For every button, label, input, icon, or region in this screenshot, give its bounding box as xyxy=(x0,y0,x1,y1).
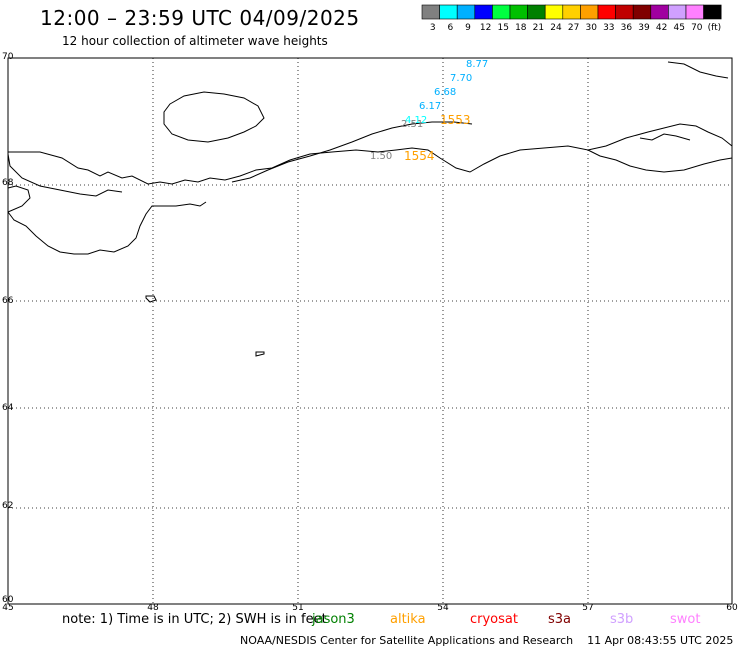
island-small-north xyxy=(667,61,729,79)
legend-label: 39 xyxy=(638,23,650,33)
island-dot-2 xyxy=(255,351,265,357)
island-vaygach xyxy=(639,133,691,141)
legend-label: 30 xyxy=(585,23,597,33)
coastline-east-bay xyxy=(587,149,733,173)
satellite-altika: altika xyxy=(390,612,426,627)
page-subtitle: 12 hour collection of altimeter wave hei… xyxy=(62,34,328,48)
legend-label: 6 xyxy=(448,23,454,33)
footer-note: note: 1) Time is in UTC; 2) SWH is in fe… xyxy=(62,612,327,627)
legend-label: 45 xyxy=(673,23,684,33)
credit-timestamp: 11 Apr 08:43:55 UTC 2025 xyxy=(587,634,734,647)
satellite-s3a: s3a xyxy=(548,612,572,627)
wave-height-label: 8.77 xyxy=(466,59,488,70)
color-legend: 3 6 9 12 15 18 21 24 27 30 33 36 39 42 45 70 (ft) xyxy=(421,4,722,33)
legend-label: 21 xyxy=(533,23,544,33)
legend-label: 18 xyxy=(515,23,527,33)
legend-label: 42 xyxy=(656,23,667,33)
coastline-north-shore xyxy=(231,121,473,183)
legend-label: 12 xyxy=(480,23,491,33)
lat-tick-label: 64 xyxy=(2,403,14,413)
footer-note-row: note: 1) Time is in UTC; 2) SWH is in fe… xyxy=(0,612,740,630)
lat-tick-label: 68 xyxy=(2,178,14,188)
legend-label: 24 xyxy=(550,23,562,33)
wave-height-label: 7.70 xyxy=(450,73,472,84)
map-frame xyxy=(7,57,733,605)
satellite-jason3: jason3 xyxy=(312,612,355,627)
legend-label: 15 xyxy=(497,23,508,33)
wave-height-label: 6.68 xyxy=(434,87,456,98)
wave-height-label: 4.12 xyxy=(405,115,427,126)
island-kolguev xyxy=(163,91,265,143)
page-title: 12:00 – 23:59 UTC 04/09/2025 xyxy=(40,6,360,30)
wave-height-label: 6.17 xyxy=(419,101,441,112)
coastline-kanin-peninsula xyxy=(7,153,123,197)
satellite-swot: swot xyxy=(670,612,701,627)
lat-tick-label: 66 xyxy=(2,296,14,306)
lon-tick-label: 48 xyxy=(147,603,159,613)
credit-text: NOAA/NESDIS Center for Satellite Applica… xyxy=(240,634,574,647)
lon-tick-label: 54 xyxy=(437,603,449,613)
legend-label: 3 xyxy=(430,23,436,33)
satellite-s3b: s3b xyxy=(610,612,634,627)
lon-tick-label: 60 xyxy=(726,603,738,613)
lat-tick-label: 60 xyxy=(2,595,14,605)
coastline-mainland xyxy=(8,123,733,185)
legend-label: 27 xyxy=(568,23,579,33)
legend-label: 9 xyxy=(465,23,471,33)
coastline-southwest xyxy=(7,185,207,255)
legend-label: 70 xyxy=(691,23,703,33)
footer-credit: NOAA/NESDIS Center for Satellite Applica… xyxy=(240,634,733,647)
legend-label: (ft) xyxy=(708,23,722,33)
lat-tick-label: 62 xyxy=(2,501,13,511)
wave-height-label: 1.50 xyxy=(370,151,392,162)
legend-label: 36 xyxy=(621,23,633,33)
lat-tick-label: 70 xyxy=(2,52,14,62)
pass-time-label: 1553 xyxy=(440,113,471,127)
island-dot-1 xyxy=(145,295,157,303)
satellite-cryosat: cryosat xyxy=(470,612,518,627)
lon-tick-label: 45 xyxy=(2,603,13,613)
pass-time-label: 1554 xyxy=(404,149,435,163)
legend-swatch xyxy=(703,4,722,20)
lon-tick-label: 51 xyxy=(292,603,303,613)
lon-tick-label: 57 xyxy=(582,603,593,613)
wave-height-label: 2.51 xyxy=(401,119,423,130)
legend-label: 33 xyxy=(603,23,614,33)
